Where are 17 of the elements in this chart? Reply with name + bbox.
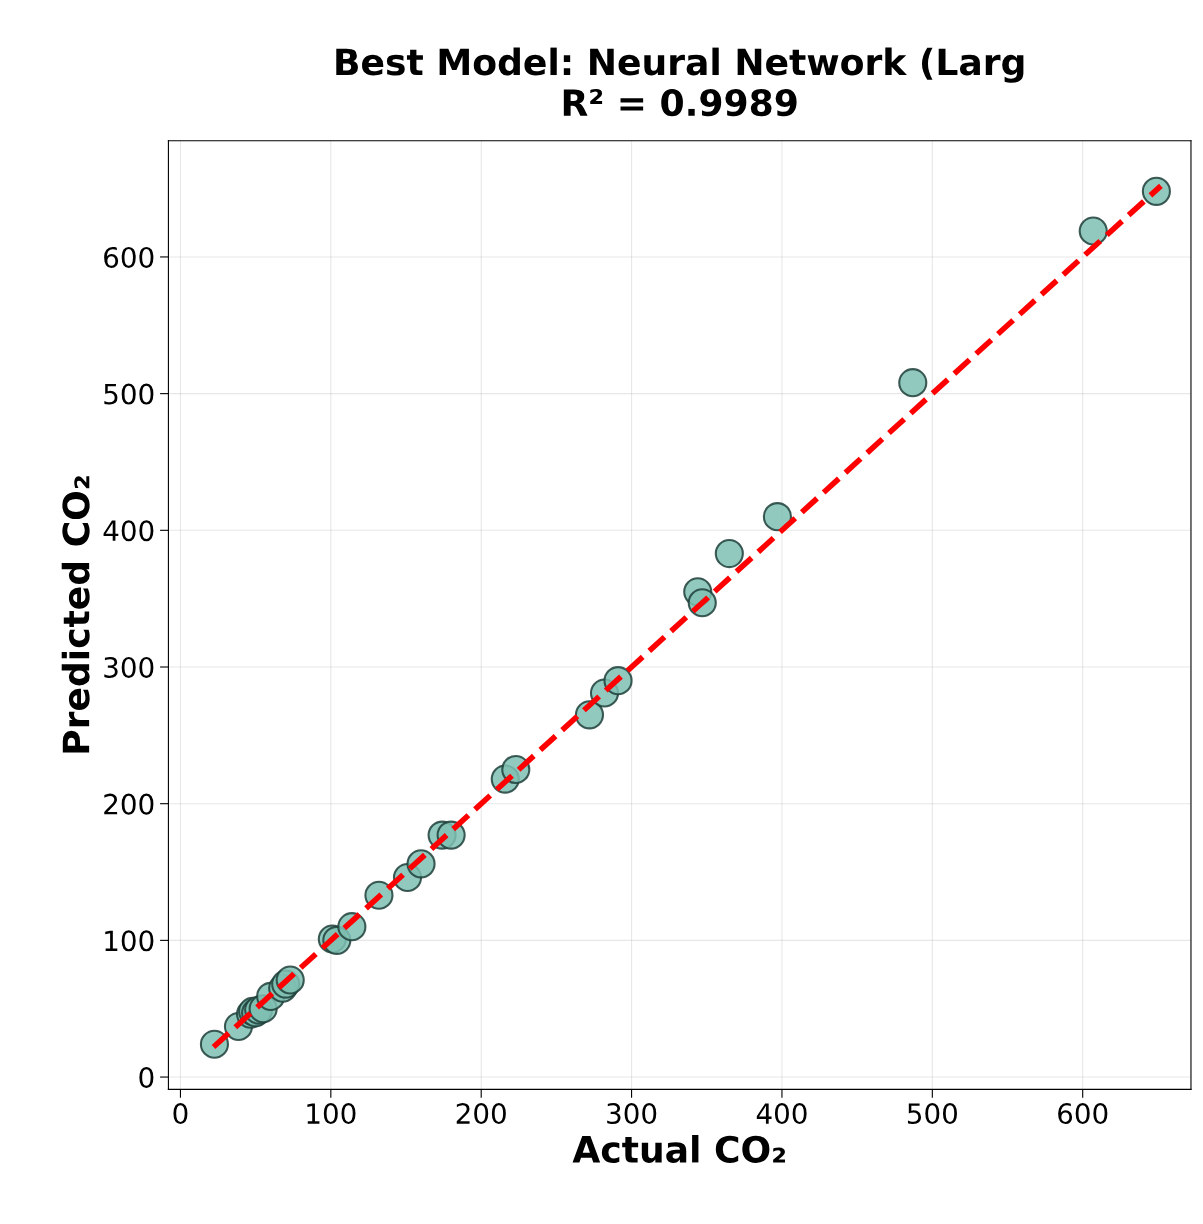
y-tick-label: 200: [104, 793, 154, 815]
x-tick-label: 0: [173, 1103, 188, 1125]
y-tick-label: 600: [104, 246, 154, 268]
x-tick-label: 400: [756, 1103, 807, 1125]
x-tick-label: 500: [907, 1103, 957, 1125]
x-tick-label: 200: [456, 1103, 506, 1125]
x-axis-title: Actual CO₂: [572, 1134, 785, 1163]
y-tick-label: 0: [139, 1067, 154, 1089]
x-tick-label: 300: [607, 1103, 657, 1125]
chart-title: Best Model: Neural Network (Larg R² = 0.9989: [336, 47, 1024, 117]
y-tick-label: 100: [105, 930, 154, 952]
y-axis-title: Predicted CO₂: [61, 476, 90, 753]
x-tick-label: 100: [307, 1103, 356, 1125]
x-tick-label: 600: [1058, 1103, 1108, 1125]
y-tick-label: 300: [104, 656, 154, 678]
y-tick-label: 400: [103, 520, 154, 542]
y-tick-label: 500: [104, 383, 154, 405]
